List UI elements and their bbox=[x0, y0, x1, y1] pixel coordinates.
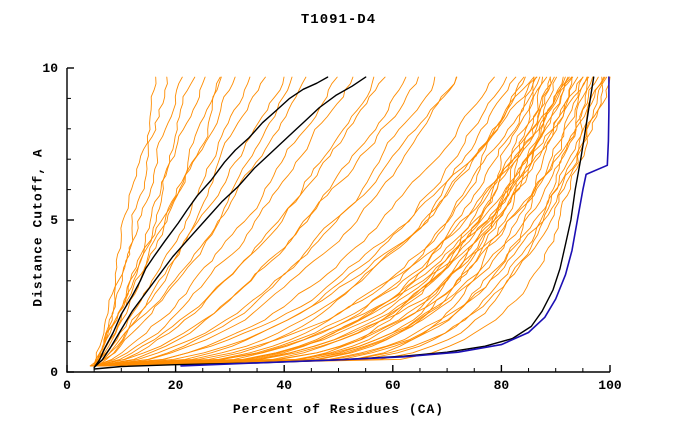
svg-text:5: 5 bbox=[50, 213, 58, 228]
svg-text:10: 10 bbox=[42, 61, 58, 76]
svg-text:0: 0 bbox=[50, 365, 58, 380]
svg-text:40: 40 bbox=[276, 378, 292, 393]
svg-text:60: 60 bbox=[385, 378, 401, 393]
svg-text:20: 20 bbox=[168, 378, 184, 393]
chart-title: T1091-D4 bbox=[300, 12, 377, 28]
svg-text:80: 80 bbox=[494, 378, 510, 393]
svg-text:0: 0 bbox=[63, 378, 71, 393]
x-axis-label: Percent of Residues (CA) bbox=[232, 402, 445, 417]
svg-text:100: 100 bbox=[598, 378, 622, 393]
